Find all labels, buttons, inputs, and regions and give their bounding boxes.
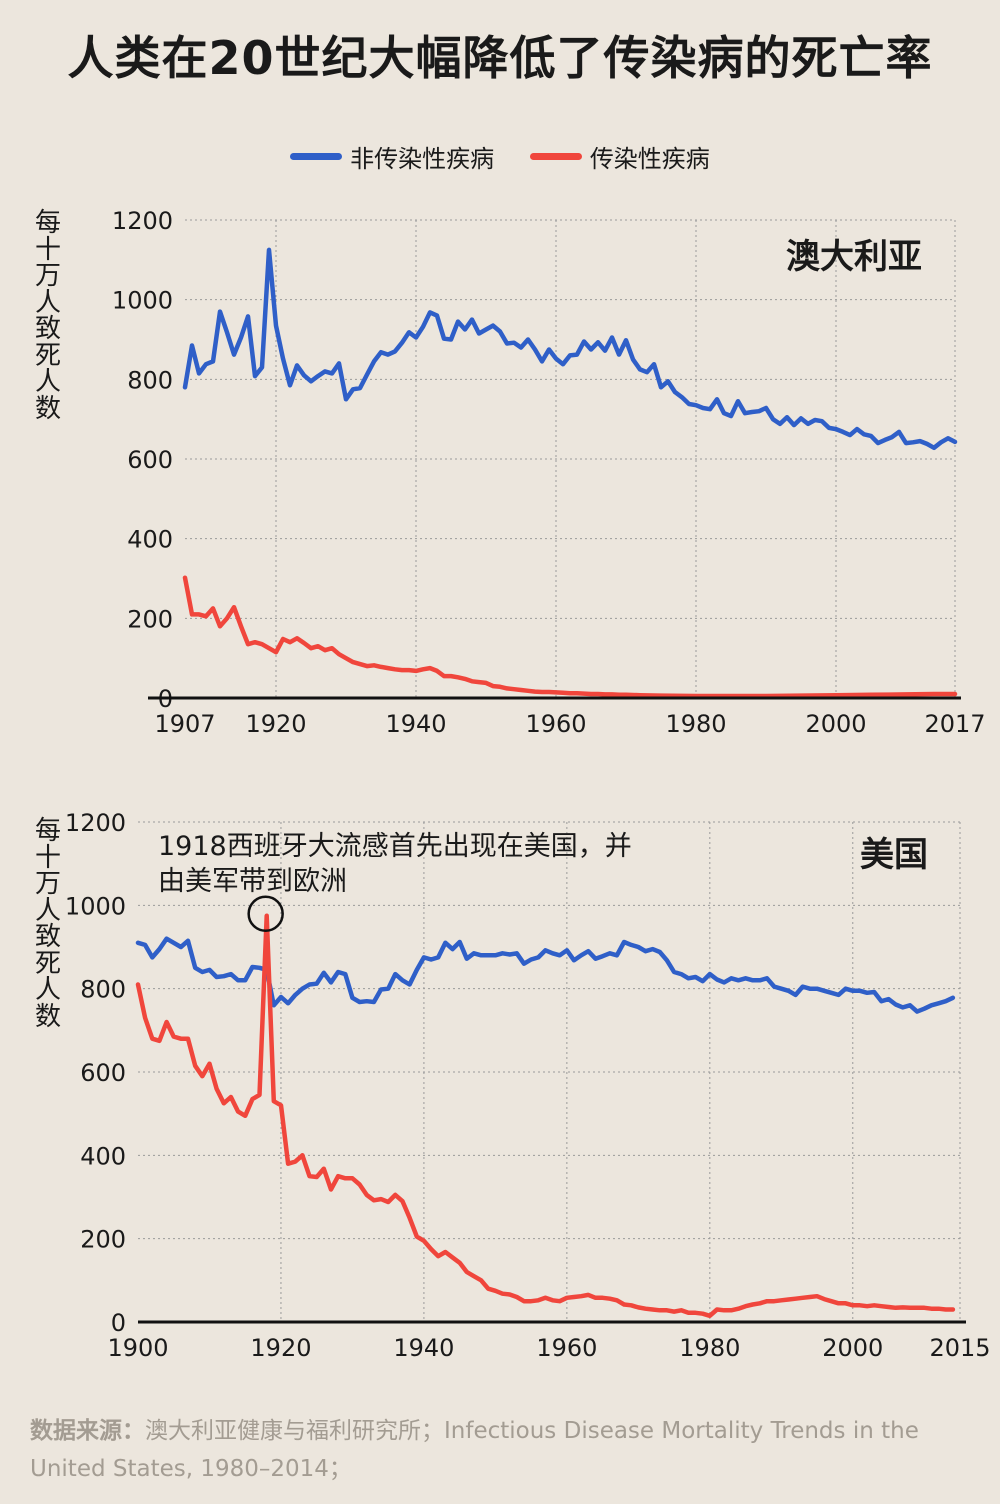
australia-chart: 0200400600800100012001907192019401960198… [112, 207, 986, 738]
us-xtick-1960: 1960 [536, 1334, 597, 1362]
us-xtick-1900: 1900 [107, 1334, 168, 1362]
data-source-label: 数据来源： [30, 1418, 145, 1444]
us-ytick-0: 0 [111, 1309, 126, 1337]
data-source-text: 澳大利亚健康与福利研究所；Infectious Disease Mortalit… [30, 1418, 919, 1482]
au-ytick-400: 400 [127, 526, 173, 554]
au-xtick-2000: 2000 [805, 710, 866, 738]
au-xtick-1907: 1907 [154, 710, 215, 738]
data-source: 数据来源：澳大利亚健康与福利研究所；Infectious Disease Mor… [30, 1412, 980, 1488]
y-axis-label-australia: 每十万人致死人数 [34, 208, 61, 424]
au-ytick-1000: 1000 [112, 287, 173, 315]
us-xtick-1920: 1920 [250, 1334, 311, 1362]
y-axis-label-usa: 每十万人致死人数 [34, 816, 61, 1032]
legend-label-communicable: 传染性疾病 [589, 145, 710, 173]
us-xtick-1980: 1980 [679, 1334, 740, 1362]
usa-chart: 0 200 400 600 800 1000 1200 1900 1920 1940 1960 198… [65, 809, 991, 1362]
chart-legend: 非传染性疾病 传染性疾病 [0, 138, 1000, 174]
legend-item-noncommunicable: 非传染性疾病 [290, 139, 494, 174]
legend-swatch-red [529, 153, 582, 160]
us-ytick-800: 800 [80, 976, 126, 1004]
au-ytick-1200: 1200 [112, 207, 173, 235]
au-series-line-noncommunicable [182, 247, 958, 451]
au-panel-title: 澳大利亚 [786, 237, 922, 277]
au-xtick-1940: 1940 [385, 710, 446, 738]
us-annotation-line-2: 由美军带到欧洲 [158, 866, 347, 897]
us-ytick-200: 200 [80, 1226, 126, 1254]
page-title: 人类在20世纪大幅降低了传染病的死亡率 [67, 31, 933, 85]
us-ytick-600: 600 [80, 1059, 126, 1087]
us-series-line-noncommunicable [135, 936, 956, 1014]
us-annotation-line-1: 1918西班牙大流感首先出现在美国，并 [158, 831, 632, 862]
us-ytick-400: 400 [80, 1142, 126, 1170]
au-series-line-communicable [182, 575, 958, 699]
us-annotation-circle [247, 895, 284, 932]
legend-swatch-blue [290, 153, 343, 160]
legend-item-communicable: 传染性疾病 [529, 139, 710, 174]
us-ytick-1000: 1000 [65, 892, 126, 920]
us-series-line-communicable [135, 913, 956, 1319]
au-xtick-2017: 2017 [924, 710, 985, 738]
us-ytick-1200: 1200 [65, 809, 126, 837]
au-ytick-800: 800 [127, 366, 173, 394]
au-xtick-1960: 1960 [525, 710, 586, 738]
us-xtick-2015: 2015 [929, 1334, 990, 1362]
us-xtick-1940: 1940 [393, 1334, 454, 1362]
au-ytick-600: 600 [127, 446, 173, 474]
au-xtick-1980: 1980 [665, 710, 726, 738]
us-panel-title: 美国 [860, 835, 928, 875]
au-ytick-200: 200 [127, 605, 173, 633]
us-xtick-2000: 2000 [822, 1334, 883, 1362]
au-xtick-1920: 1920 [245, 710, 306, 738]
legend-label-noncommunicable: 非传染性疾病 [350, 145, 495, 173]
